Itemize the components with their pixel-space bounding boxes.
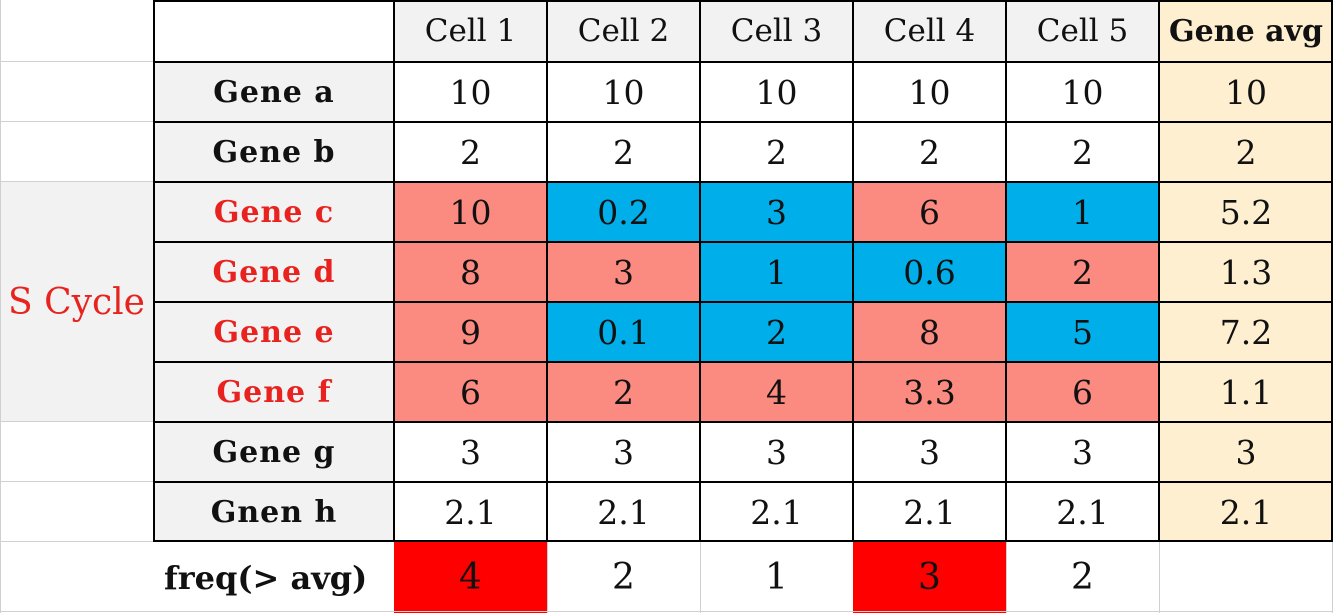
table-cell: 10	[1061, 72, 1104, 112]
row-header-gene-h: Gnen h	[154, 482, 394, 542]
freq-cell-highlight: 4	[394, 542, 547, 613]
column-header-cell-2: Cell 2	[547, 0, 700, 62]
table-cell: 3	[766, 432, 787, 472]
table-cell-above-avg: 2	[547, 362, 700, 422]
table-cell: 2.1	[444, 492, 497, 532]
table-cell: 2.1	[1056, 492, 1109, 532]
table-cell: 2	[460, 132, 481, 172]
column-header-gene-avg: Gene avg	[1159, 0, 1333, 62]
avg-cell: 2.1	[1159, 482, 1333, 542]
side-blank	[0, 422, 154, 482]
table-cell-above-avg: 3	[547, 242, 700, 302]
side-blank	[0, 62, 154, 122]
column-header-cell-3: Cell 3	[700, 0, 853, 62]
table-cell: 2.1	[750, 492, 803, 532]
table-cell: 2	[613, 132, 634, 172]
table-cell-above-avg: 9	[394, 302, 547, 362]
side-blank	[0, 482, 154, 542]
table-cell-above-avg: 6	[1006, 362, 1159, 422]
avg-cell: 7.2	[1159, 302, 1333, 362]
table-cell-below-avg: 2	[700, 302, 853, 362]
column-header-cell-4: Cell 4	[853, 0, 1006, 62]
avg-cell: 3	[1159, 422, 1333, 482]
table-cell-below-avg: 5	[1006, 302, 1159, 362]
side-blank	[0, 122, 154, 182]
table-cell-above-avg: 6	[853, 182, 1006, 242]
blank-corner	[154, 0, 394, 62]
table-cell-below-avg: 1	[700, 242, 853, 302]
table-cell-below-avg: 3	[700, 182, 853, 242]
table-cell: 10	[908, 72, 951, 112]
avg-cell: 5.2	[1159, 182, 1333, 242]
freq-cell: 1	[765, 557, 788, 598]
side-blank	[0, 542, 154, 613]
table-cell: 3	[613, 432, 634, 472]
table-cell: 3	[460, 432, 481, 472]
table-cell: 2.1	[903, 492, 956, 532]
table-cell-above-avg: 10	[394, 182, 547, 242]
freq-row-label: freq(> avg)	[164, 558, 368, 597]
row-header-gene-d: Gene d	[154, 242, 394, 302]
table-cell-above-avg: 8	[853, 302, 1006, 362]
table-cell: 3	[919, 432, 940, 472]
table-cell: 2.1	[597, 492, 650, 532]
column-header-cell-1: Cell 1	[394, 0, 547, 62]
avg-cell: 1.1	[1159, 362, 1333, 422]
row-header-gene-g: Gene g	[154, 422, 394, 482]
table-cell-below-avg: 0.6	[853, 242, 1006, 302]
table-cell: 2	[766, 132, 787, 172]
column-header-cell-5: Cell 5	[1006, 0, 1159, 62]
table-cell-above-avg: 2	[1006, 242, 1159, 302]
table-cell: 10	[755, 72, 798, 112]
freq-cell: 2	[1071, 557, 1094, 598]
row-header-gene-e: Gene e	[154, 302, 394, 362]
row-header-gene-a: Gene a	[154, 62, 394, 122]
avg-cell: 10	[1159, 62, 1333, 122]
table-cell: 2	[1072, 132, 1093, 172]
group-label-s-cycle: S Cycle	[0, 182, 154, 422]
row-header-gene-b: Gene b	[154, 122, 394, 182]
table-cell-above-avg: 3.3	[853, 362, 1006, 422]
table-cell-above-avg: 4	[700, 362, 853, 422]
avg-cell: 2	[1159, 122, 1333, 182]
table-cell-below-avg: 0.2	[547, 182, 700, 242]
table-cell-below-avg: 0.1	[547, 302, 700, 362]
blank-corner-left	[0, 0, 154, 62]
table-cell-above-avg: 6	[394, 362, 547, 422]
table-cell: 2	[919, 132, 940, 172]
freq-cell-highlight: 3	[853, 542, 1006, 613]
freq-blank	[1159, 542, 1333, 613]
table-cell: 10	[449, 72, 492, 112]
table-cell: 3	[1072, 432, 1093, 472]
row-header-gene-c: Gene c	[154, 182, 394, 242]
freq-cell: 2	[612, 557, 635, 598]
table-cell: 10	[602, 72, 645, 112]
table-cell-below-avg: 1	[1006, 182, 1159, 242]
table-cell-above-avg: 8	[394, 242, 547, 302]
avg-cell: 1.3	[1159, 242, 1333, 302]
row-header-gene-f: Gene f	[154, 362, 394, 422]
